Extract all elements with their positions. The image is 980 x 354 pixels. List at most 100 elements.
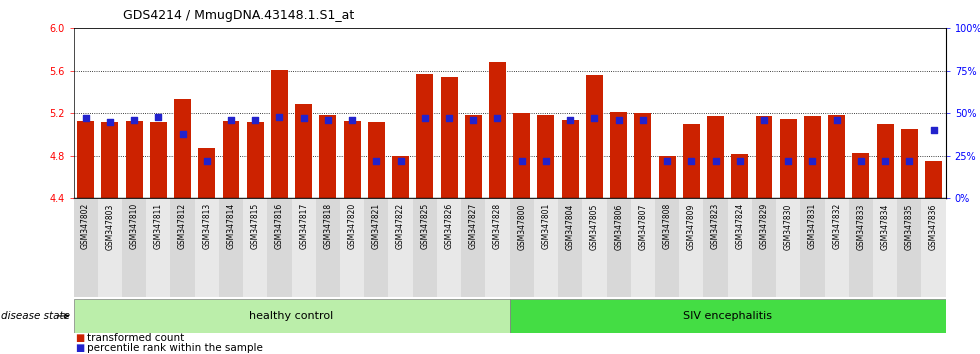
Point xyxy=(757,117,772,123)
Bar xyxy=(340,198,365,297)
Bar xyxy=(174,99,191,198)
Bar xyxy=(243,198,268,297)
Bar xyxy=(582,28,607,198)
Bar xyxy=(537,115,555,198)
Bar xyxy=(510,299,946,333)
Bar xyxy=(655,28,679,198)
Text: GSM347829: GSM347829 xyxy=(760,203,768,250)
Bar xyxy=(485,28,510,198)
Point xyxy=(926,127,942,133)
Text: GSM347809: GSM347809 xyxy=(687,203,696,250)
Bar xyxy=(727,28,752,198)
Bar xyxy=(150,122,167,198)
Text: GSM347814: GSM347814 xyxy=(226,203,235,250)
Point xyxy=(877,158,893,164)
Bar xyxy=(77,121,94,198)
Point xyxy=(174,131,190,137)
Bar xyxy=(727,198,752,297)
Bar xyxy=(392,156,409,198)
Bar xyxy=(898,28,921,198)
Text: GSM347827: GSM347827 xyxy=(468,203,478,250)
Bar xyxy=(413,28,437,198)
Text: GSM347808: GSM347808 xyxy=(662,203,671,250)
Bar xyxy=(634,113,652,198)
Bar xyxy=(365,198,388,297)
Point xyxy=(416,115,432,121)
Bar xyxy=(195,28,219,198)
Bar xyxy=(873,28,898,198)
Bar xyxy=(122,28,146,198)
Bar xyxy=(558,198,582,297)
Bar xyxy=(804,116,821,198)
Text: GSM347812: GSM347812 xyxy=(178,203,187,249)
Bar xyxy=(198,148,216,198)
Point xyxy=(805,158,820,164)
Point xyxy=(563,117,578,123)
Bar xyxy=(74,198,98,297)
Bar xyxy=(776,198,801,297)
Bar xyxy=(607,198,631,297)
Bar xyxy=(98,198,122,297)
Bar xyxy=(514,113,530,198)
Bar xyxy=(921,198,946,297)
Text: GSM347803: GSM347803 xyxy=(105,203,115,250)
Bar xyxy=(877,124,894,198)
Point xyxy=(247,117,263,123)
Bar xyxy=(683,124,700,198)
Bar xyxy=(365,28,388,198)
Point xyxy=(151,114,167,120)
Bar xyxy=(780,119,797,198)
Text: GSM347832: GSM347832 xyxy=(832,203,841,250)
Bar xyxy=(316,28,340,198)
Text: GSM347817: GSM347817 xyxy=(299,203,308,250)
Bar xyxy=(195,198,219,297)
Bar xyxy=(776,28,801,198)
Bar xyxy=(222,121,239,198)
Bar xyxy=(316,198,340,297)
Point xyxy=(271,114,287,120)
Bar xyxy=(268,28,291,198)
Text: GDS4214 / MmugDNA.43148.1.S1_at: GDS4214 / MmugDNA.43148.1.S1_at xyxy=(122,9,354,22)
Bar xyxy=(171,28,195,198)
Bar xyxy=(921,28,946,198)
Text: GSM347826: GSM347826 xyxy=(445,203,454,250)
Bar xyxy=(510,198,534,297)
Point xyxy=(587,115,603,121)
Bar xyxy=(462,198,485,297)
Point xyxy=(538,158,554,164)
Point xyxy=(441,115,457,121)
Bar xyxy=(247,122,264,198)
Text: GSM347800: GSM347800 xyxy=(517,203,526,250)
Point xyxy=(660,158,675,164)
Bar xyxy=(631,28,655,198)
Bar xyxy=(388,198,413,297)
Text: percentile rank within the sample: percentile rank within the sample xyxy=(87,343,263,353)
Bar xyxy=(898,198,921,297)
Bar xyxy=(731,154,749,198)
Bar xyxy=(853,153,869,198)
Bar xyxy=(510,28,534,198)
Bar xyxy=(752,198,776,297)
Point xyxy=(611,117,626,123)
Point xyxy=(368,158,384,164)
Point xyxy=(102,119,118,125)
Bar xyxy=(707,116,724,198)
Bar xyxy=(122,198,146,297)
Bar xyxy=(270,70,288,198)
Text: healthy control: healthy control xyxy=(250,311,333,321)
Point xyxy=(708,158,723,164)
Point xyxy=(393,158,409,164)
Text: GSM347836: GSM347836 xyxy=(929,203,938,250)
Text: GSM347823: GSM347823 xyxy=(711,203,720,250)
Point xyxy=(683,158,699,164)
Bar xyxy=(243,28,268,198)
Text: GSM347807: GSM347807 xyxy=(638,203,648,250)
Text: GSM347821: GSM347821 xyxy=(371,203,381,249)
Bar xyxy=(295,104,313,198)
Bar xyxy=(534,28,558,198)
Text: GSM347805: GSM347805 xyxy=(590,203,599,250)
Text: GSM347802: GSM347802 xyxy=(81,203,90,250)
Text: GSM347801: GSM347801 xyxy=(541,203,551,250)
Text: GSM347825: GSM347825 xyxy=(420,203,429,250)
Bar xyxy=(824,28,849,198)
